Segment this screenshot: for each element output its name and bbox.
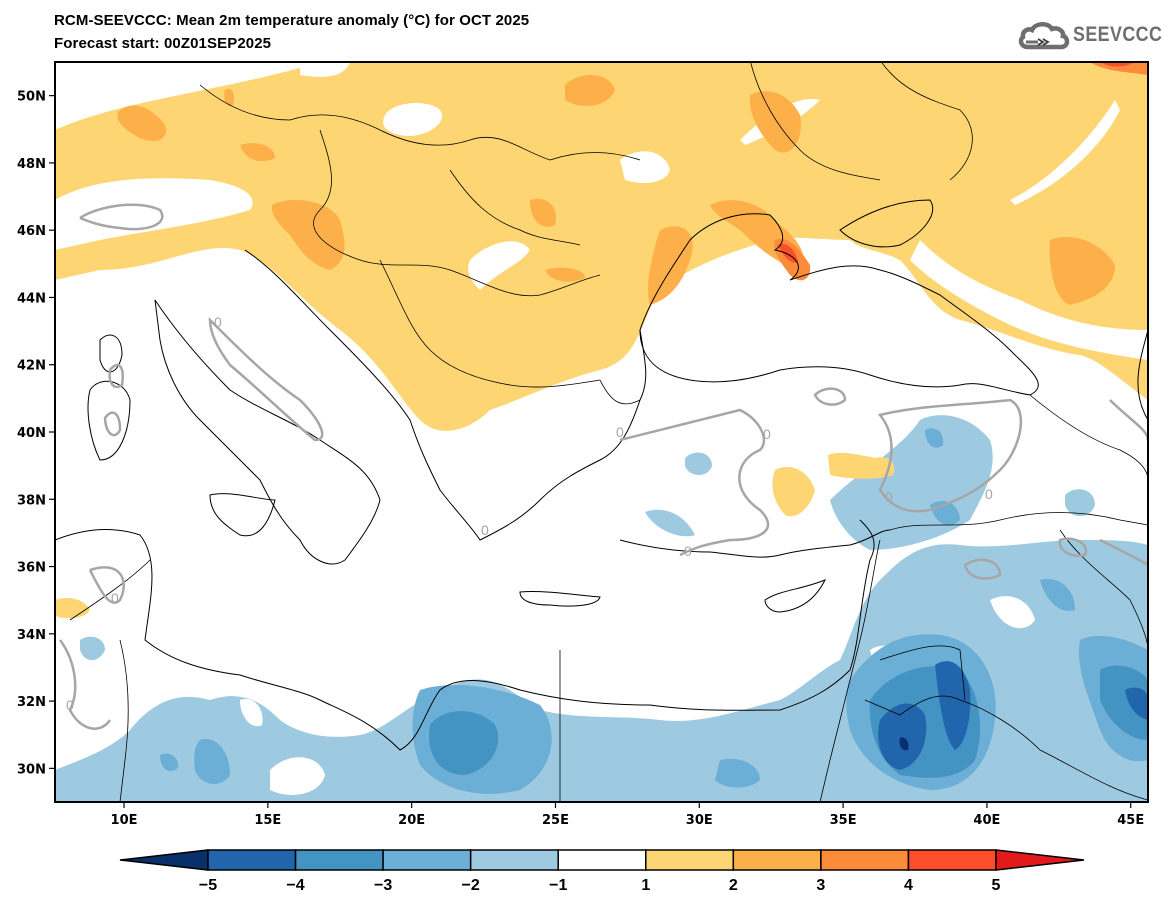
contour-label: 0 [66,697,74,713]
neutral-gap [620,151,670,183]
colorbar: −5 −4 −3 −2 −1 1 2 3 4 5 [119,849,1085,894]
lat-tick-label: 42N [17,359,46,374]
lon-tick-label: 35E [830,813,857,828]
azov-coast [839,199,934,248]
lat-tick-label: 44N [17,291,46,306]
lon-tick-label: 10E [111,813,138,828]
lat-tick-label: 40N [17,426,46,441]
colorbar-tick-label: 3 [816,877,825,894]
sardinia-coast [87,380,131,461]
forecast-start-subtitle: Forecast start: 00Z01SEP2025 [54,35,272,52]
colorbar-swatch [557,849,647,871]
neutral-gap [990,596,1035,629]
lon-tick-label: 20E [398,813,425,828]
colorbar-swatch [907,849,997,871]
contour-label: 0 [684,543,692,559]
contour-label: 0 [985,486,993,502]
lat-tick-label: 36N [17,561,46,576]
colorbar-tick-label: 2 [729,877,738,894]
colorbar-tick-label: −5 [199,877,217,894]
colorbar-tick-label: 1 [641,877,650,894]
crete-coast [519,591,601,607]
lat-tick-label: 30N [17,762,46,777]
lon-tick-label: 45E [1117,813,1144,828]
colorbar-swatch [469,849,559,871]
black-sea-coast [639,213,1039,396]
contour-label: 0 [763,426,771,442]
cool-field-below-5 [899,737,909,751]
coastlines [55,199,1148,751]
colorbar-swatch [382,849,472,871]
lon-tick-label: 30E [686,813,713,828]
italy-coast [154,299,381,565]
lon-tick-label: 25E [542,813,569,828]
colorbar-extend-low [119,849,209,871]
colorbar-tick-label: 4 [904,877,913,894]
warm-field-1to2 [55,62,1148,431]
cool-field-1to2 [80,636,105,661]
contour-labels: 0 0 0 0 0 0 0 0 0 [66,314,993,713]
cyprus-coast [764,579,827,613]
contour-label: 0 [214,314,222,330]
north-africa-coast [55,519,875,751]
lon-tick-label: 15E [254,813,281,828]
lat-tick-label: 38N [17,493,46,508]
turkey-south-coast [619,529,891,558]
adriatic-coast [244,249,647,541]
cloud-arrow-icon [1018,22,1070,50]
colorbar-tick-label: −2 [462,877,480,894]
neutral-gap [300,62,350,77]
corsica-coast [99,334,123,373]
contour-label: 0 [885,489,893,505]
neutral-gap [1010,100,1120,205]
map-title: RCM-SEEVCCC: Mean 2m temperature anomaly… [54,12,530,29]
colorbar-tick-label: −1 [549,877,567,894]
country-borders [69,62,1148,802]
cool-field-4to5 [878,661,1148,770]
map-field: 0 0 0 0 0 0 0 0 0 [55,62,1148,802]
colorbar-swatch [820,849,910,871]
colorbar-swatch [645,849,735,871]
longitude-axis: 10E 15E 20E 25E 30E 35E 40E 45E [111,802,1144,828]
cool-field-1to2 [685,452,712,475]
neutral-gap [270,757,325,795]
lon-tick-label: 40E [973,813,1000,828]
colorbar-tick-label: 5 [992,877,1001,894]
neutral-gap [240,699,263,727]
neutral-gap [468,241,530,290]
lat-tick-label: 50N [17,90,46,105]
warm-field-1to2 [55,452,895,619]
cool-field-1to2 [1065,489,1095,517]
lat-tick-label: 32N [17,695,46,710]
neutral-gap [910,240,1148,360]
logo-text: SEEVCCC [1073,23,1163,46]
neutral-gap [55,178,253,250]
caspian-coast [1137,329,1148,421]
neutral-gap [55,62,140,110]
neutral-gap [383,103,442,136]
contour-label: 0 [481,522,489,538]
colorbar-tick-label: −4 [286,877,304,894]
colorbar-extend-high [995,849,1085,871]
lat-tick-label: 48N [17,157,46,172]
colorbar-swatch [294,849,384,871]
colorbar-tick-label: −3 [374,877,392,894]
lat-tick-label: 34N [17,628,46,643]
latitude-axis: 50N 48N 46N 44N 42N 40N 38N 36N 34N 32N 30N [17,90,55,777]
cool-field-1to2 [645,509,695,537]
contour-label: 0 [111,590,119,606]
sicily-coast [209,493,276,537]
colorbar-swatch [207,849,297,871]
contour-label: 0 [616,424,624,440]
lat-tick-label: 46N [17,224,46,239]
seevccc-logo: SEEVCCC [1018,20,1165,50]
colorbar-swatch [732,849,822,871]
